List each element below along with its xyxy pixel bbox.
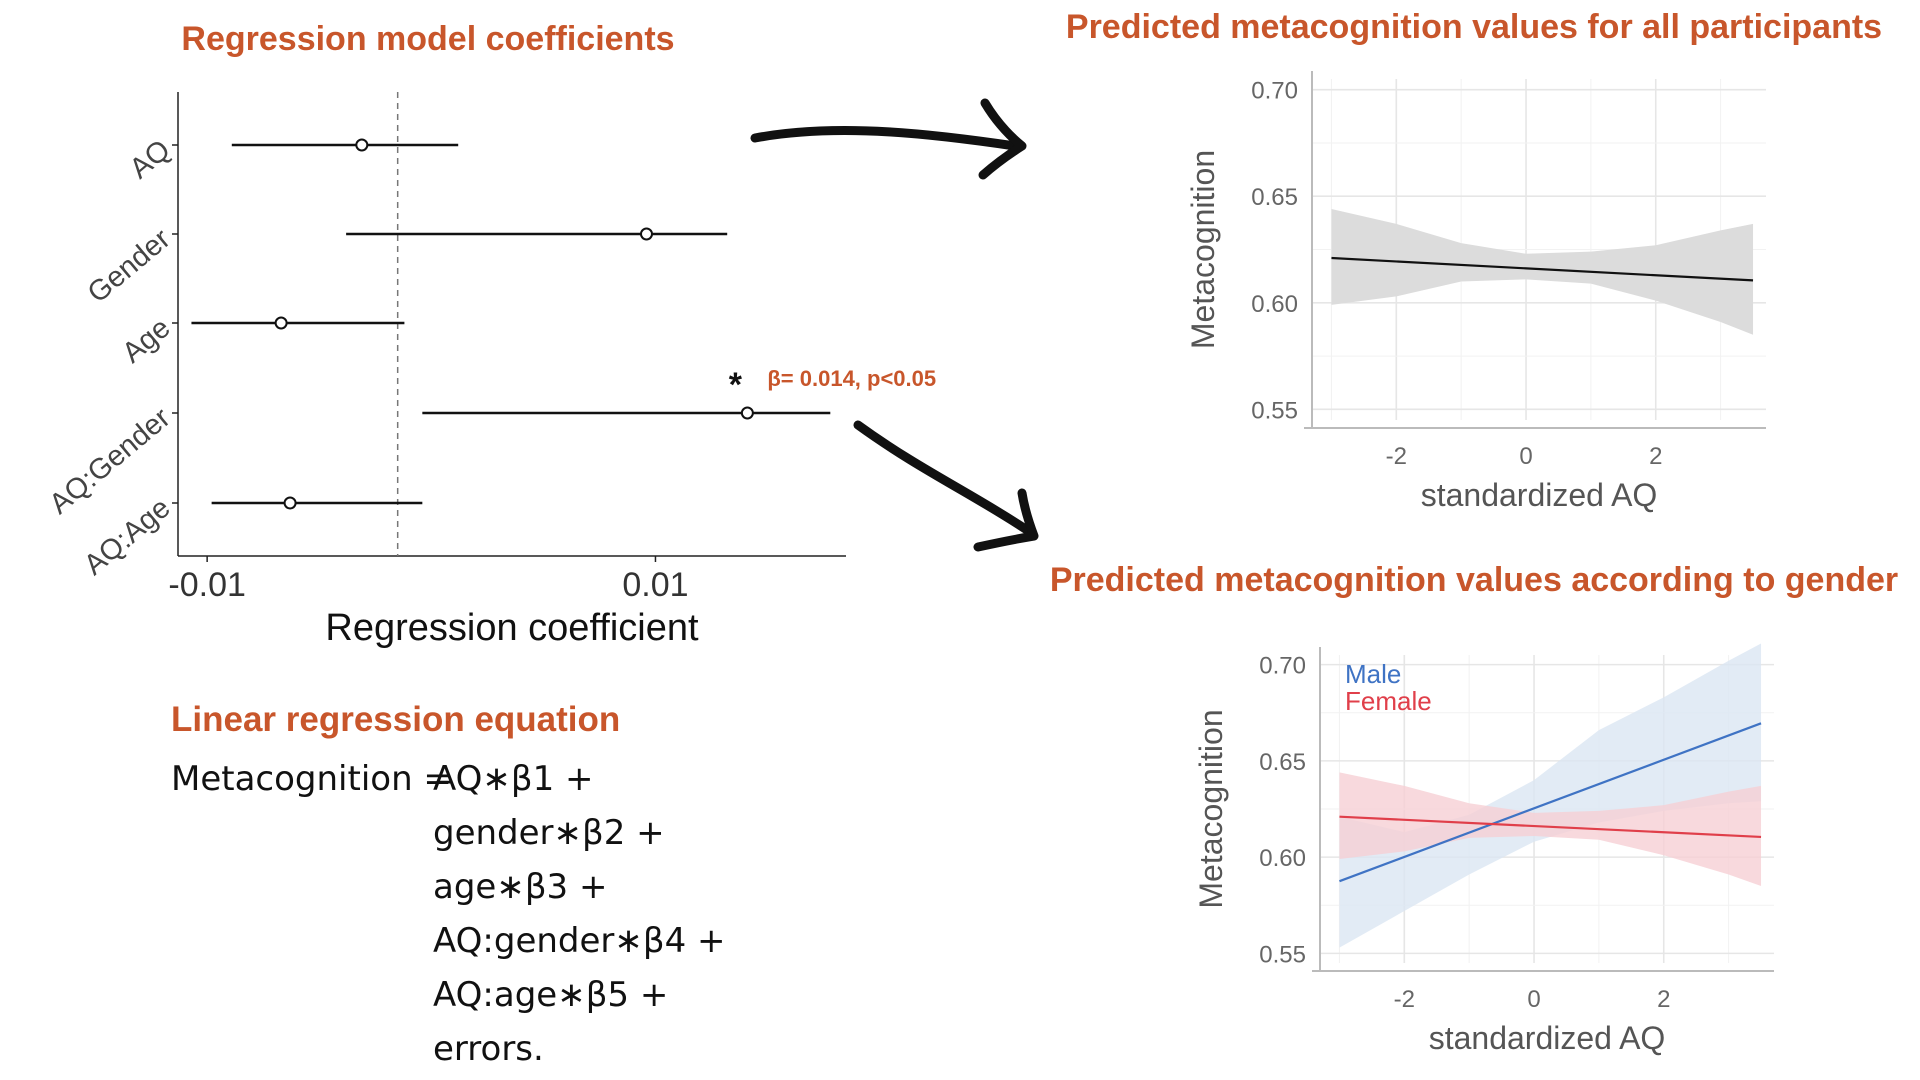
regression-equation: Metacognition = AQ∗β1 + gender∗β2 + age∗β3 … [171,752,726,1076]
arrow-to-gender-head-icon [973,488,1039,552]
male-series-line [1339,722,1762,883]
x-tick-label: -2 [1394,986,1415,1013]
y-tick-label: 0.70 [1251,78,1298,105]
coefficient-point [355,138,369,152]
y-tick-label: 0.65 [1251,184,1298,211]
y-tick-label: 0.55 [1251,397,1298,424]
female-confidence-band [1339,772,1762,886]
legend-female: Female [1345,686,1432,716]
equation-line: errors. [171,1022,544,1076]
equation-term: AQ∗β1 + [433,759,594,799]
female-series-line [1339,815,1762,839]
chart-title: Predicted metacognition values for all p… [1066,8,1882,46]
y-tick-label: 0.60 [1259,845,1306,872]
x-axis-label: standardized AQ [1429,1020,1666,1056]
coef-chart-title: Regression model coefficients [181,20,674,58]
significance-annotation: β= 0.014, p<0.05 [767,366,936,391]
x-tick-label: 0.01 [622,566,688,604]
x-tick-label: 2 [1649,443,1662,470]
arrow-to-all-participants-head-icon [978,98,1027,180]
equation-line: Metacognition = AQ∗β1 + [171,752,594,806]
coefficient-point [740,406,754,420]
equation-title: Linear regression equation [171,700,621,739]
x-tick-label: -0.01 [168,566,246,604]
y-tick-label: 0.65 [1259,749,1306,776]
equation-line: gender∗β2 + [171,806,665,860]
equation-term: AQ:age∗β5 + [433,975,669,1015]
x-tick-label: 2 [1657,986,1670,1013]
coefficient-plot: Regression model coefficients AQ GenderAge… [44,20,937,649]
equation-term: AQ:gender∗β4 + [433,921,726,961]
y-tick-label: AQ [124,134,177,185]
y-tick-label: 0.60 [1251,291,1298,318]
equation-term: errors. [433,1029,544,1069]
x-tick-label: 0 [1519,443,1532,470]
confidence-band [1331,209,1754,335]
y-axis-label: Metacognition [1185,150,1221,349]
coefficient-point [639,227,653,241]
y-tick-label: Gender [82,223,177,310]
arrow-to-all-participants-icon [750,126,1020,151]
equation-line: AQ:gender∗β4 + [171,914,726,968]
x-tick-label: 0 [1527,986,1540,1013]
coefficient-point [274,316,288,330]
x-axis-label: standardized AQ [1421,477,1658,513]
arrow-to-gender-icon [853,420,1035,537]
x-axis-label: Regression coefficient [325,607,699,649]
all-participants-plot: Predicted metacognition values for all p… [1066,8,1882,513]
gender-plot: Predicted metacognition values according… [1050,561,1898,1056]
coefficient-point [283,496,297,510]
y-tick-label: 0.55 [1259,941,1306,968]
male-confidence-band [1339,643,1762,948]
y-tick-label: 0.70 [1259,653,1306,680]
x-tick-label: -2 [1386,443,1407,470]
series-line [1331,256,1754,282]
equation-lhs: Metacognition = [171,759,452,799]
chart-title: Predicted metacognition values according… [1050,561,1898,599]
equation-line: age∗β3 + [171,860,607,914]
y-tick-label: AQ:Age [78,492,176,582]
equation-term: age∗β3 + [433,867,608,907]
equation-line: AQ:age∗β5 + [171,968,668,1022]
y-axis-label: Metacognition [1193,709,1229,908]
equation-term: gender∗β2 + [433,813,665,853]
flow-arrows [750,98,1039,552]
significance-star: * [729,366,743,404]
y-tick-label: Age [116,312,176,370]
legend-male: Male [1345,659,1401,689]
